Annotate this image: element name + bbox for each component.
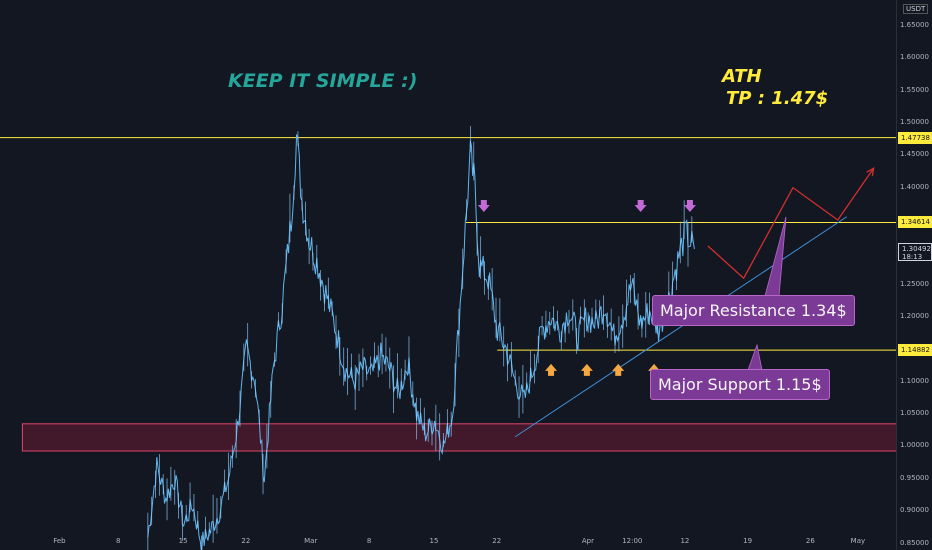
y-tick-label: 1.45000 (900, 150, 929, 159)
y-tick-label: 1.10000 (900, 376, 929, 385)
x-tick-label: 22 (492, 537, 502, 545)
x-tick-label: 15 (429, 537, 439, 545)
price-label: 1.30492 18:13 (898, 243, 932, 262)
y-tick-label: 1.50000 (900, 117, 929, 126)
support-zone (21, 423, 919, 452)
projection-arrowhead (866, 167, 875, 177)
y-tick-label: 1.00000 (900, 441, 929, 450)
up-arrow-marker (545, 363, 558, 376)
y-tick-label: 0.85000 (900, 538, 929, 547)
y-tick-label: 1.65000 (900, 20, 929, 29)
ath-line-1: ATH (722, 66, 762, 87)
trendline-segment (514, 216, 847, 438)
support-pointer (747, 343, 763, 371)
quote-unit[interactable]: USDT (903, 4, 929, 14)
projection-line (707, 167, 875, 280)
x-tick-label: 12 (680, 537, 690, 545)
up-arrow-marker (612, 363, 625, 376)
headline-text: KEEP IT SIMPLE :) (228, 70, 418, 92)
price-label-time: 18:13 (902, 253, 923, 262)
x-tick-label: Feb (53, 537, 66, 545)
y-tick-label: 1.55000 (900, 85, 929, 94)
y-tick-label: 1.20000 (900, 312, 929, 321)
up-arrow-marker (580, 363, 593, 376)
x-tick-label: 19 (743, 537, 753, 545)
arrow-markers (477, 200, 696, 376)
price-label: 1.34614 (898, 216, 932, 229)
ath-target-text: ATH TP : 1.47$ (722, 66, 828, 110)
x-tick-label: 22 (241, 537, 251, 545)
price-series (147, 126, 695, 550)
x-tick-label: 15 (178, 537, 188, 545)
x-tick-label: Apr (581, 537, 594, 545)
y-tick-label: 1.25000 (900, 279, 929, 288)
price-label-value: 1.30492 (902, 245, 931, 254)
down-arrow-marker (634, 200, 647, 213)
price-label: 1.14882 (898, 344, 932, 357)
ath-line-2: TP : 1.47$ (726, 88, 829, 109)
resistance-pointer (764, 216, 787, 297)
price-label: 1.47738 (898, 131, 932, 144)
support-zone-rect (21, 423, 919, 452)
resistance-callout: Major Resistance 1.34$ (652, 295, 855, 326)
callout-pointers (747, 216, 787, 371)
support-callout: Major Support 1.15$ (650, 369, 830, 400)
x-tick-label: 8 (115, 537, 121, 545)
x-tick-label: May (850, 537, 866, 545)
y-tick-label: 0.90000 (900, 506, 929, 515)
price-axis[interactable] (896, 0, 932, 550)
y-tick-label: 1.60000 (900, 53, 929, 62)
trendline (514, 216, 847, 438)
x-tick-label: 26 (805, 537, 815, 545)
x-tick-label: 8 (366, 537, 372, 545)
y-tick-label: 1.05000 (900, 409, 929, 418)
down-arrow-marker (683, 200, 696, 213)
price-line (147, 134, 695, 550)
projection-path (707, 167, 875, 280)
horizontal-levels (0, 137, 896, 351)
x-tick-label: 12:00 (622, 537, 643, 545)
y-tick-label: 0.95000 (900, 473, 929, 482)
y-tick-label: 1.40000 (900, 182, 929, 191)
x-tick-label: Mar (304, 537, 318, 545)
down-arrow-marker (477, 200, 490, 213)
